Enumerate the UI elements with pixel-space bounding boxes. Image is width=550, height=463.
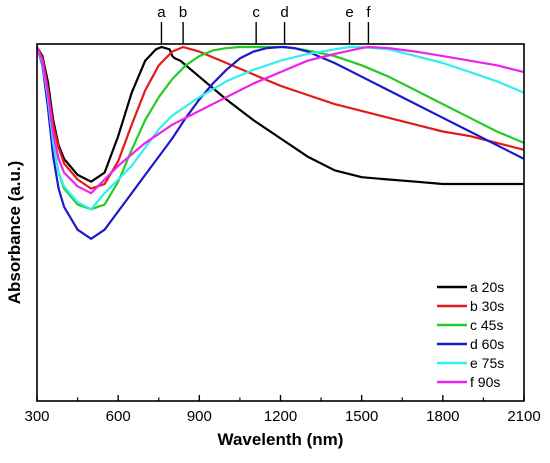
peak-marker-label-f: f	[366, 4, 371, 21]
peak-marker-label-a: a	[157, 4, 166, 21]
series-line-4	[35, 45, 525, 240]
peak-marker-label-c: c	[252, 4, 260, 21]
y-axis-title: Absorbance (a.u.)	[5, 161, 24, 305]
series-line-3	[35, 45, 525, 211]
x-tick-label: 1200	[264, 408, 297, 425]
x-tick-label: 300	[24, 408, 49, 425]
series-line-2	[36, 45, 525, 190]
x-tick-label: 2100	[507, 408, 540, 425]
x-tick-label: 1800	[426, 408, 459, 425]
series-line-6	[35, 45, 525, 195]
x-tick-label: 1500	[345, 408, 378, 425]
peak-marker-label-e: e	[345, 4, 353, 21]
x-axis-title: Wavelenth (nm)	[218, 430, 344, 449]
peak-marker-label-d: d	[280, 4, 288, 21]
legend-label-5: e 75s	[470, 355, 504, 371]
legend-label-6: f 90s	[470, 374, 500, 390]
x-tick-label: 600	[106, 408, 131, 425]
series-line-1	[36, 45, 524, 186]
legend-label-2: b 30s	[470, 298, 504, 314]
series-lines	[35, 45, 525, 240]
legend: a 20s b 30s c 45s d 60s e 75s f 90s	[437, 279, 504, 390]
legend-label-3: c 45s	[470, 317, 503, 333]
x-axis-ticks: 300 600 900 1200 1500 1800 2100	[24, 395, 541, 425]
legend-label-4: d 60s	[470, 336, 504, 352]
legend-label-1: a 20s	[470, 279, 504, 295]
x-tick-label: 900	[187, 408, 212, 425]
series-line-5	[35, 45, 525, 211]
peak-marker-label-b: b	[179, 4, 187, 21]
